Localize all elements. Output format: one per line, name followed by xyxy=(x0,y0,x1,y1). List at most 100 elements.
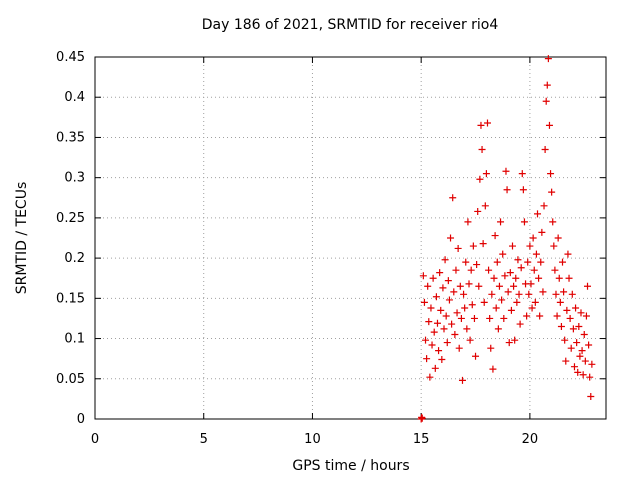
data-point xyxy=(431,364,439,372)
y-tick-label: 0.15 xyxy=(56,291,85,306)
data-point xyxy=(478,146,486,154)
y-tick-label: 0 xyxy=(77,412,85,427)
data-point xyxy=(419,272,427,280)
data-point xyxy=(556,298,564,306)
data-point xyxy=(494,325,502,333)
data-point xyxy=(566,314,574,322)
data-point xyxy=(511,336,519,344)
y-tick-label: 0.35 xyxy=(56,130,85,145)
data-point xyxy=(529,234,537,242)
data-point xyxy=(436,269,444,277)
data-point xyxy=(532,250,540,258)
data-point xyxy=(473,261,481,269)
data-point xyxy=(441,256,449,264)
data-point xyxy=(538,228,546,236)
data-point xyxy=(544,55,552,63)
data-point xyxy=(430,328,438,336)
data-point xyxy=(535,274,543,282)
data-point xyxy=(565,274,573,282)
data-point xyxy=(519,186,527,194)
y-axis-label: SRMTID / TECUs xyxy=(14,181,30,295)
data-point xyxy=(564,250,572,258)
data-point xyxy=(567,344,575,352)
data-point xyxy=(563,306,571,314)
data-point xyxy=(570,363,578,371)
data-point xyxy=(426,373,434,381)
data-point xyxy=(424,282,432,290)
data-point xyxy=(542,97,550,105)
y-tick-label: 0.3 xyxy=(64,171,85,186)
x-tick-label: 5 xyxy=(200,432,208,447)
data-point xyxy=(452,266,460,274)
data-point xyxy=(477,121,485,129)
data-point xyxy=(418,413,426,421)
data-point xyxy=(506,269,514,277)
data-point xyxy=(447,234,455,242)
chart-title: Day 186 of 2021, SRMTID for receiver rio… xyxy=(201,17,499,33)
data-point xyxy=(573,339,581,347)
data-point xyxy=(464,218,472,226)
x-axis-label: GPS time / hours xyxy=(292,458,410,474)
x-tick-label: 10 xyxy=(304,432,321,447)
data-point xyxy=(568,290,576,298)
data-point xyxy=(470,314,478,322)
data-point xyxy=(555,274,563,282)
data-point xyxy=(560,288,568,296)
data-point xyxy=(534,210,542,218)
data-point xyxy=(437,306,445,314)
data-point xyxy=(448,320,456,328)
data-point xyxy=(498,296,506,304)
data-point xyxy=(483,119,491,127)
data-point xyxy=(461,304,469,312)
data-point xyxy=(528,304,536,312)
data-point xyxy=(527,280,535,288)
plot-frame xyxy=(94,56,607,420)
data-point xyxy=(456,282,464,290)
data-point xyxy=(552,290,560,298)
data-point xyxy=(559,258,567,266)
data-point xyxy=(520,218,528,226)
data-point xyxy=(582,312,590,320)
data-point xyxy=(482,170,490,178)
data-point xyxy=(581,357,589,365)
data-point xyxy=(588,360,596,368)
data-point xyxy=(472,352,480,360)
data-point xyxy=(551,266,559,274)
data-point xyxy=(476,175,484,183)
data-point xyxy=(467,266,475,274)
data-point xyxy=(451,331,459,339)
data-point xyxy=(444,277,452,285)
data-point xyxy=(428,341,436,349)
data-point xyxy=(523,312,531,320)
y-tick-label: 0.1 xyxy=(64,332,85,347)
data-point xyxy=(510,282,518,290)
data-point xyxy=(488,290,496,298)
data-point xyxy=(502,167,510,175)
data-point xyxy=(423,355,431,363)
data-point xyxy=(587,392,595,400)
data-point xyxy=(586,373,594,381)
data-point xyxy=(549,218,557,226)
data-point xyxy=(485,266,493,274)
data-point xyxy=(540,202,548,210)
data-point xyxy=(503,186,511,194)
data-point xyxy=(463,325,471,333)
data-point xyxy=(429,274,437,282)
data-point xyxy=(443,339,451,347)
data-point xyxy=(497,218,505,226)
data-point xyxy=(574,368,582,376)
data-point xyxy=(512,274,520,282)
data-point xyxy=(557,322,565,330)
y-tick-label: 0.25 xyxy=(56,211,85,226)
data-point xyxy=(525,290,533,298)
data-point xyxy=(445,296,453,304)
data-point xyxy=(501,272,509,280)
data-point xyxy=(539,288,547,296)
data-point xyxy=(469,242,477,250)
data-point xyxy=(536,312,544,320)
data-point xyxy=(422,336,430,344)
data-point xyxy=(526,242,534,250)
data-point xyxy=(517,264,525,272)
y-tick-label: 0.05 xyxy=(56,372,85,387)
